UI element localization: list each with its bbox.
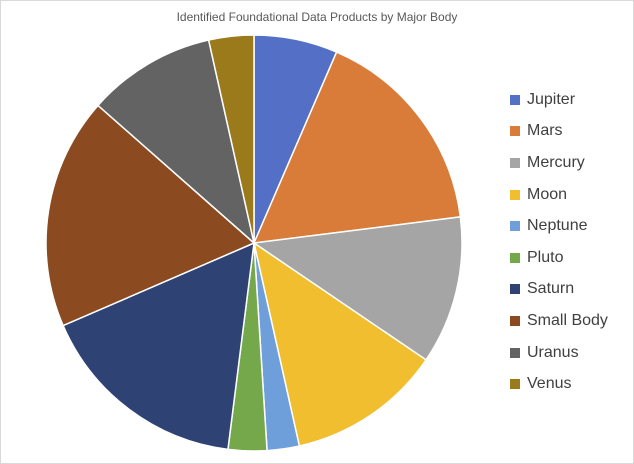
legend-item-neptune: Neptune — [510, 210, 608, 242]
legend-swatch-mars — [510, 126, 520, 137]
legend-label-small-body: Small Body — [527, 311, 608, 329]
pie-slice-saturn — [62, 242, 255, 451]
legend-item-small-body: Small Body — [510, 305, 608, 337]
legend-swatch-jupiter — [510, 94, 520, 105]
legend-item-mars: Mars — [510, 116, 608, 148]
legend-label-moon: Moon — [527, 185, 568, 203]
legend-swatch-pluto — [510, 252, 520, 263]
legend-item-pluto: Pluto — [510, 242, 608, 274]
legend-swatch-uranus — [510, 347, 520, 358]
legend-swatch-venus — [510, 379, 520, 390]
pie-slice-small-body — [45, 104, 255, 327]
legend-label-jupiter: Jupiter — [527, 90, 576, 108]
legend-swatch-neptune — [510, 221, 520, 232]
chart-title: Identified Foundational Data Products by… — [176, 10, 458, 24]
legend-item-moon: Moon — [510, 179, 608, 211]
pie-slice-mars — [253, 51, 462, 244]
legend-item-saturn: Saturn — [510, 274, 608, 306]
legend-swatch-moon — [510, 189, 520, 200]
legend-label-venus: Venus — [527, 375, 572, 393]
pie-slices — [45, 34, 463, 452]
legend-label-uranus: Uranus — [527, 343, 579, 361]
legend-label-mars: Mars — [527, 122, 563, 140]
legend-item-venus: Venus — [510, 368, 608, 400]
legend-label-neptune: Neptune — [527, 217, 588, 235]
pie-slice-venus — [207, 34, 255, 244]
legend-label-saturn: Saturn — [527, 280, 575, 298]
legend-swatch-saturn — [510, 284, 520, 295]
legend-swatch-small-body — [510, 315, 520, 326]
legend-label-mercury: Mercury — [527, 153, 585, 171]
pie-slice-moon — [253, 242, 427, 447]
pie-slice-mercury — [253, 216, 463, 361]
legend-label-pluto: Pluto — [527, 248, 564, 266]
legend: Jupiter Mars Mercury Moon Neptune Pluto Saturn… — [510, 84, 608, 400]
legend-item-mercury: Mercury — [510, 147, 608, 179]
legend-item-uranus: Uranus — [510, 337, 608, 369]
pie-slice-uranus — [97, 39, 255, 244]
legend-swatch-mercury — [510, 157, 520, 168]
legend-item-jupiter: Jupiter — [510, 84, 608, 116]
